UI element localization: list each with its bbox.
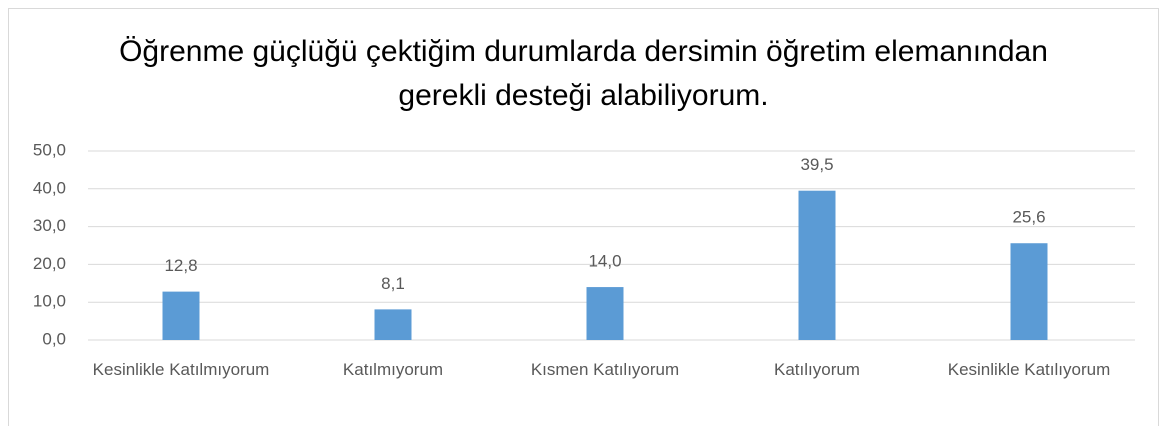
data-label: 12,8 [164,256,197,275]
data-label: 8,1 [381,274,405,293]
x-tick-label: Kısmen Katılıyorum [530,360,680,379]
data-label: 25,6 [1012,208,1045,227]
y-tick-label: 0,0 [42,329,66,348]
bar [586,287,624,340]
chart-title: Öğrenme güçlüğü çektiğim durumlarda ders… [119,35,1048,112]
y-tick-label: 40,0 [33,178,66,197]
y-tick-label: 50,0 [33,140,66,159]
x-tick-label: Katılıyorum [774,360,860,379]
data-label: 14,0 [588,252,621,271]
chart-border [8,8,1159,426]
y-tick-label: 20,0 [33,254,66,273]
x-tick-label: Katılmıyorum [342,360,444,379]
bar [162,291,200,340]
x-tick-label: Kesinlikle Katılmıyorum [92,360,270,379]
data-label: 39,5 [800,155,833,174]
bar [798,190,836,340]
x-tick-label: Kesinlikle Katılıyorum [947,360,1111,379]
bar [374,309,412,340]
bar [1010,243,1048,340]
y-tick-label: 10,0 [33,292,66,311]
y-tick-label: 30,0 [33,216,66,235]
